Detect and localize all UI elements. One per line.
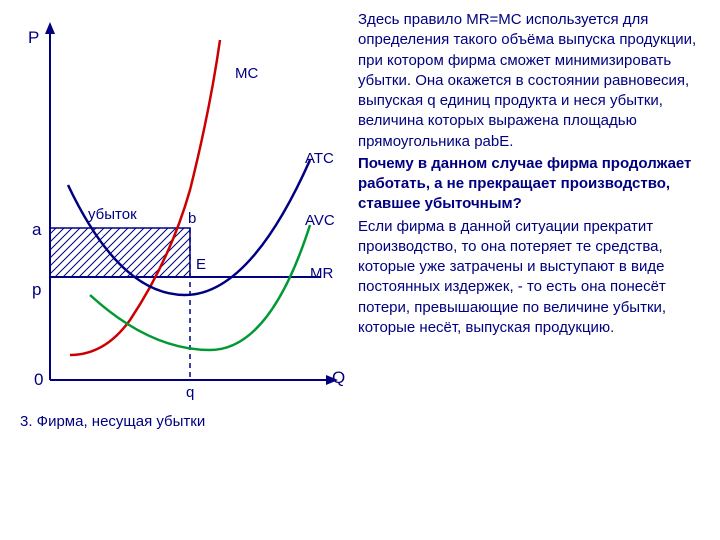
origin-label: 0 [34, 370, 43, 390]
chart-svg [10, 10, 350, 400]
loss-rectangle [50, 228, 190, 277]
explanation-text: Здесь правило MR=MC используется для опр… [350, 10, 710, 530]
mc-curve [70, 40, 220, 355]
point-e: E [196, 256, 206, 273]
loss-label: убыток [88, 206, 137, 223]
cost-curves-chart: P Q 0 q MC ATC AVC MR a b E p убыток 3. … [10, 10, 350, 430]
paragraph-1: Здесь правило MR=MC используется для опр… [358, 10, 702, 152]
point-a: a [32, 220, 41, 240]
q-label: q [186, 384, 194, 401]
avc-label: AVC [305, 212, 335, 229]
axes [45, 22, 338, 385]
chart-caption: 3. Фирма, несущая убытки [20, 413, 205, 430]
x-axis-label: Q [332, 368, 345, 388]
paragraph-3: Если фирма в данной ситуации прекратит п… [358, 217, 702, 339]
point-b: b [188, 210, 196, 227]
atc-label: ATC [305, 150, 334, 167]
mr-label: MR [310, 265, 333, 282]
point-p: p [32, 280, 41, 300]
paragraph-2: Почему в данном случае фирма продолжает … [358, 154, 702, 215]
y-axis-label: P [28, 28, 39, 48]
mc-label: MC [235, 65, 258, 82]
